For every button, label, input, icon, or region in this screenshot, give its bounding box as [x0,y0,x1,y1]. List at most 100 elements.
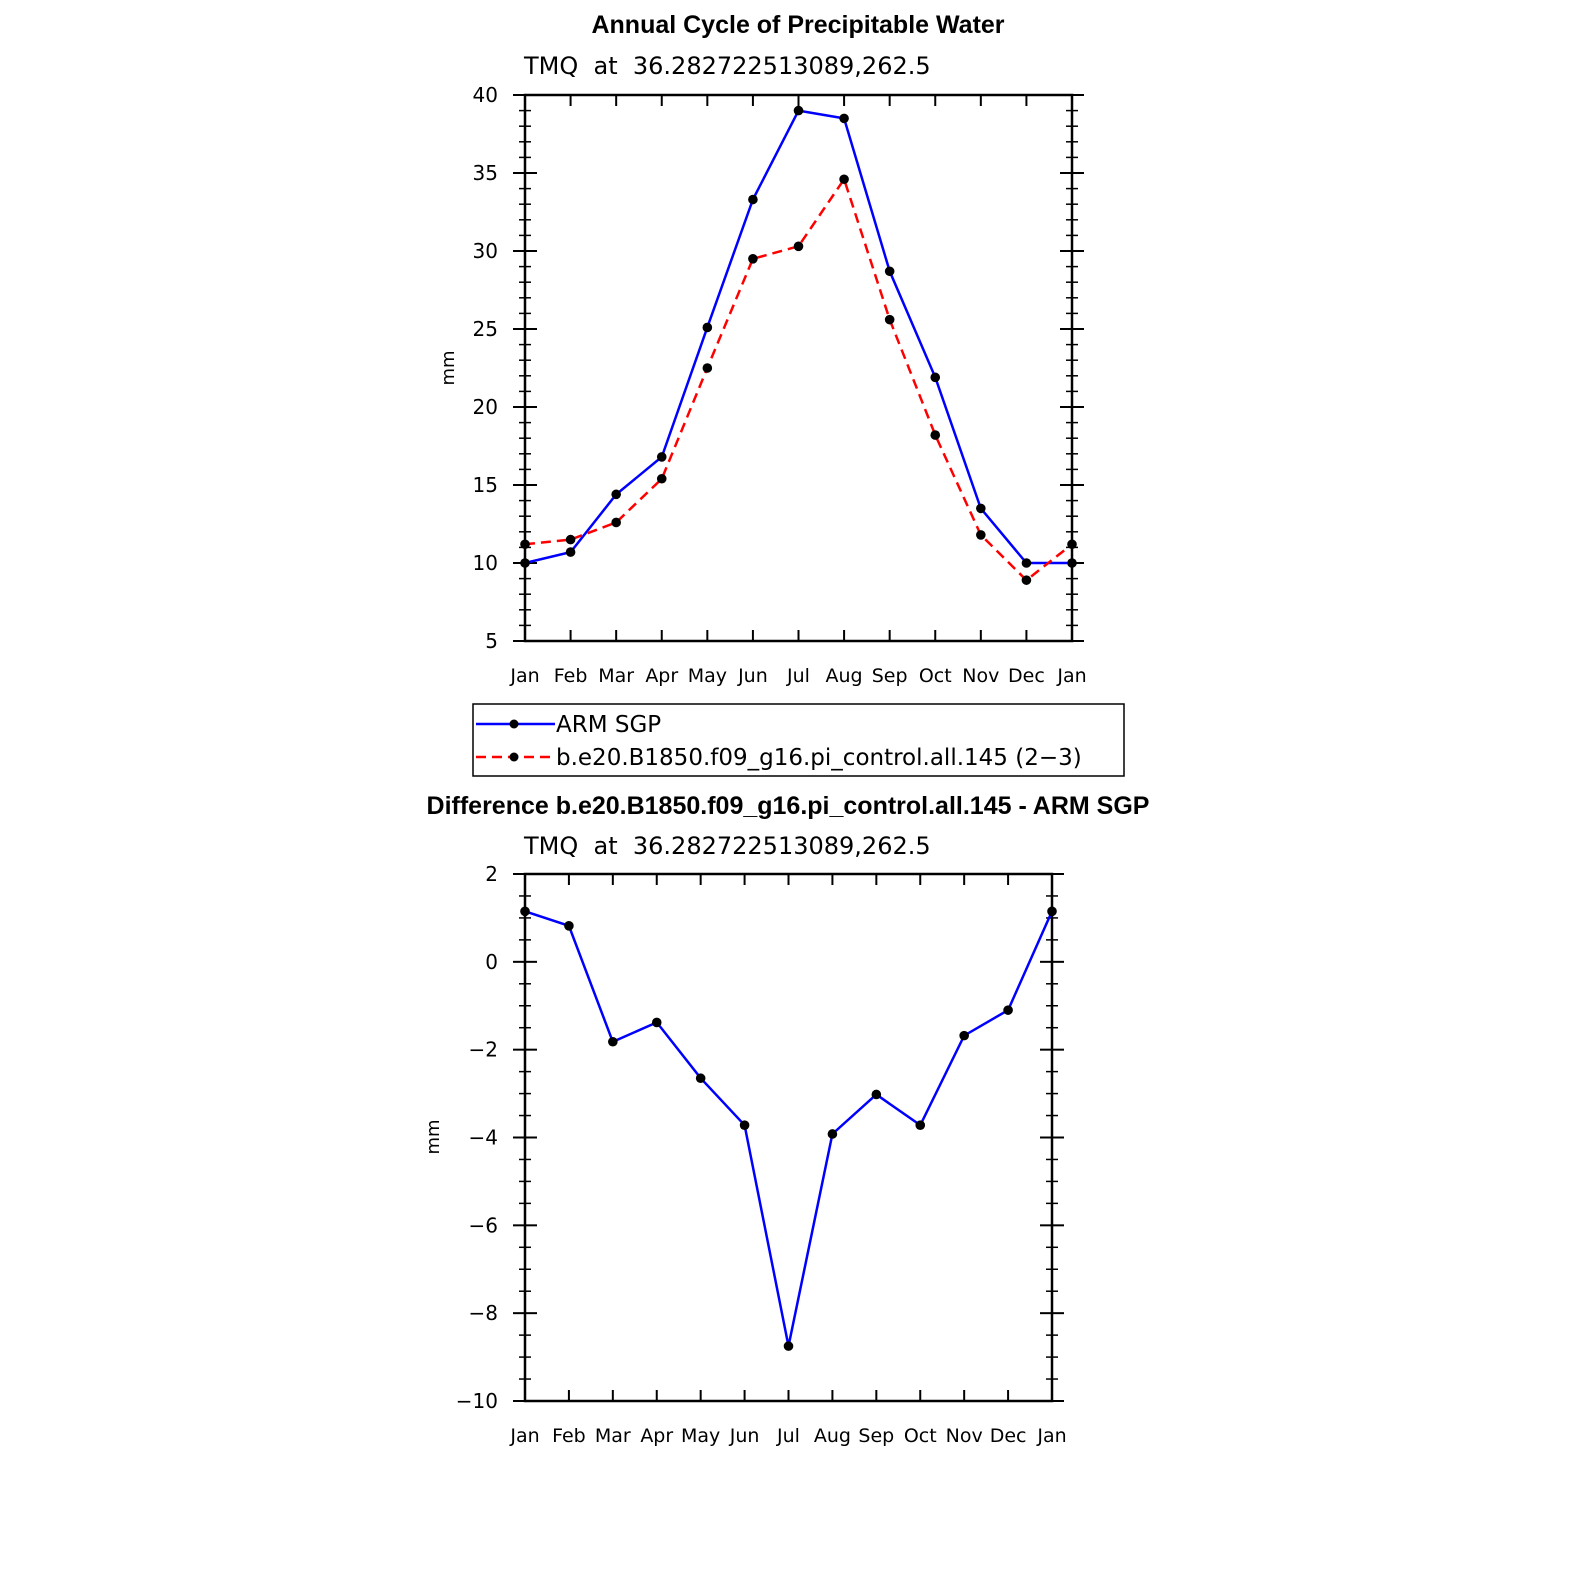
chart1-ticks: Jan Feb Mar Apr May Jun Jul Aug Sep Oct Nov Dec Jan 5… [473,83,1087,687]
chart1-series-1-point [748,253,758,264]
chart2-xtick-label: Mar [595,1425,631,1447]
legend-label-arm-sgp: ARM SGP [556,712,661,738]
chart2-xtick-label: May [681,1425,720,1447]
chart1-xtick-label: Jan [509,665,539,687]
chart2-series-0-point [695,1073,706,1084]
chart2-series-0-point [739,1120,750,1131]
chart2-xtick-label: Nov [946,1425,983,1447]
chart1-xtick-label: Mar [598,665,634,687]
chart2-series-0-point [871,1089,882,1100]
chart1-title: Annual Cycle of Precipitable Water [591,11,1004,39]
chart2-series-0-point [564,921,574,931]
chart1-xtick-label: Dec [1008,665,1045,687]
chart2-xtick-label: Jul [776,1425,800,1447]
legend-box [472,703,1125,777]
chart1-series-0-point [565,547,576,557]
chart1-xtick-label: Jun [737,665,768,687]
chart1-series-0-point [748,194,758,205]
chart1-ytick-label: 15 [473,473,498,497]
chart2-subtitle: TMQ at 36.282722513089,262.5 [523,832,931,860]
chart1-series-1-point [565,534,576,545]
chart2-ytick-label: 2 [485,862,498,886]
chart2-ytick-label: 0 [485,950,498,974]
chart2-series-0-point [783,1341,794,1351]
chart2-xtick-label: Jan [1036,1425,1066,1447]
chart2-xtick-label: Jan [509,1425,539,1447]
chart1-series-0-point [976,503,986,514]
chart1-xtick-label: Jan [1056,665,1086,687]
chart1-series-1-point [793,241,804,252]
chart1-ytick-label: 5 [485,629,498,653]
chart2-series-0-point [608,1036,618,1047]
chart1-series-0-point [839,113,849,124]
chart1-xtick-label: Apr [645,665,678,687]
chart1-series-1-point [976,530,986,540]
chart1-ytick-label: 10 [473,551,498,575]
legend-marker-arm-sgp [509,719,519,729]
chart2-series-0-point [651,1017,662,1028]
chart1-series-group [520,105,1077,585]
chart1-series-line-0 [524,109,1072,565]
chart1-ytick-label: 40 [473,83,498,107]
chart2-series-0-point [1047,906,1057,917]
chart1-series-1-point [611,517,621,528]
chart2-xtick-label: Apr [640,1425,673,1447]
chart1-xtick-label: May [688,665,727,687]
chart2-ytick-label: −2 [469,1038,498,1062]
chart1-xtick-label: Sep [872,665,908,687]
chart1-series-1-point [839,174,849,185]
chart2-plot-frame [523,872,1054,1403]
chart2-title: Difference b.e20.B1850.f09_g16.pi_contro… [427,792,1150,820]
chart2-series-0-point [959,1030,969,1041]
chart2-xtick-label: Aug [814,1425,851,1447]
chart1-series-1-point [520,539,530,550]
chart1-ytick-label: 30 [473,239,498,263]
chart2-xtick-label: Jun [729,1425,760,1447]
chart1-series-0-point [1021,558,1032,568]
chart2-ylabel: mm [423,1119,444,1154]
chart1-series-0-point [930,372,941,383]
chart1-ylabel: mm [438,350,459,385]
chart1-series-1-point [702,363,713,373]
chart1-series-1-point [656,473,667,484]
chart2-ytick-label: −8 [469,1301,498,1325]
chart2-series-0-point [915,1120,926,1131]
chart1-series-0-point [520,558,530,568]
chart1-series-1-point [884,314,895,325]
chart2-series-line-0 [524,910,1054,1347]
chart2-xtick-label: Oct [904,1425,937,1447]
chart2-xtick-label: Sep [858,1425,894,1447]
chart1-series-0-point [611,489,621,500]
chart1-series-1-point [1021,575,1032,585]
chart2-ticks: Jan Feb Mar Apr May Jun Jul Aug Sep Oct Nov Dec Jan−… [456,862,1067,1447]
chart1-subtitle: TMQ at 36.282722513089,262.5 [523,52,931,80]
chart1-series-0-point [884,266,895,277]
chart1-series-0-point [702,322,713,333]
chart2-series-group [520,906,1057,1351]
chart1-plot-frame [523,93,1074,643]
chart1-xtick-label: Oct [919,665,952,687]
annual-cycle-chart: Annual Cycle of Precipitable Water TMQ a… [438,11,1125,777]
chart1-ytick-label: 35 [473,161,498,185]
chart1-series-1-point [1067,539,1077,550]
legend-marker-model [509,752,519,762]
chart1-xtick-label: Feb [554,665,588,687]
chart1-series-0-point [656,452,667,462]
chart1-ytick-label: 25 [473,317,498,341]
chart2-series-0-point [520,906,530,917]
chart2-ytick-label: −4 [469,1126,498,1150]
chart2-ytick-label: −10 [456,1389,498,1413]
chart1-ytick-label: 20 [473,395,498,419]
legend-label-model: b.e20.B1850.f09_g16.pi_control.all.145 (… [556,745,1082,771]
chart1-xtick-label: Nov [962,665,999,687]
chart2-series-0-point [827,1129,838,1139]
chart1-xtick-label: Aug [826,665,863,687]
chart1-legend: ARM SGP b.e20.B1850.f09_g16.pi_control.a… [472,703,1125,777]
chart1-series-0-point [1067,558,1077,568]
chart2-series-0-point [1003,1005,1013,1015]
chart2-ytick-label: −6 [469,1213,498,1237]
chart1-series-1-point [930,430,941,440]
difference-chart: Difference b.e20.B1850.f09_g16.pi_contro… [423,792,1149,1447]
chart2-xtick-label: Dec [990,1425,1027,1447]
